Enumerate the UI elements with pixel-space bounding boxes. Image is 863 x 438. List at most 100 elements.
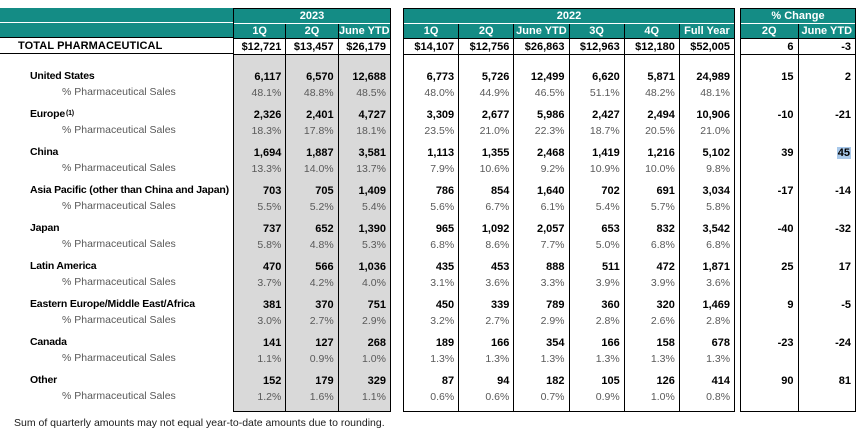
table-row: 90 81 [741,373,855,389]
pct-of-sales-cell: 10.9% [568,161,624,176]
sales-value-cell: 189 [435,337,455,349]
table-row: 1.1% 0.9% 1.0% [234,351,390,366]
table-row: 13.3% 14.0% 13.7% [234,161,390,176]
empty-cell [285,138,337,145]
empty-cell [234,328,285,335]
sales-value-cell: 5,102 [678,145,734,161]
total-value-cell: $14,107 [414,40,455,53]
sales-value-cell: 1,092 [458,221,513,237]
empty-cell [797,351,856,366]
empty-cell [741,313,798,328]
empty-cell [285,214,337,221]
empty-cell [0,213,233,220]
table-row: 1Q 2Q June YTD 3Q 4Q Full Year [404,24,734,39]
table-row: 435 453 888 511 472 1,871 [404,259,734,275]
empty-cell [741,161,798,176]
sales-value-cell: -23 [777,337,794,349]
pct-row-label: % Pharmaceutical Sales [62,237,176,250]
table-row [741,313,855,328]
empty-cell [797,214,856,221]
total-value-cell: $52,005 [678,39,734,54]
sales-value-cell: 1,694 [253,147,282,159]
empty-cell [234,55,285,69]
pct-of-sales-cell: 48.2% [623,85,679,100]
table-row: % Pharmaceutical Sales [0,388,233,403]
empty-cell [797,55,856,69]
region-label: Other [30,374,58,386]
total-value-cell: 6 [787,40,794,53]
pct-of-sales-cell: 7.7% [513,237,568,252]
empty-cell [513,328,568,335]
empty-cell [741,404,798,411]
table-row: 5.6% 6.7% 6.1% 5.4% 5.7% 5.8% [404,199,734,214]
sales-value-cell: -40 [777,223,794,235]
sales-value-cell: 370 [285,297,337,313]
empty-cell [741,85,798,100]
table-row: 7.9% 10.6% 9.2% 10.9% 10.0% 9.8% [404,161,734,176]
pct-of-sales-cell: 2.8% [568,313,624,328]
sales-value-cell: 17 [797,259,856,275]
empty-cell [458,100,513,107]
sales-value-cell: 702 [568,183,624,199]
empty-cell [337,176,390,183]
pct-of-sales-cell: 2.9% [337,313,390,328]
table-row [234,55,390,69]
quarter-header-cell: June YTD [337,24,390,38]
sales-value-cell: 320 [623,297,679,313]
table-row: 141 127 268 [234,335,390,351]
sales-value-cell: 888 [513,259,568,275]
empty-cell [623,290,679,297]
pct-of-sales-cell: 6.8% [678,237,734,252]
empty-cell [797,237,856,252]
sales-value-cell: 705 [285,183,337,199]
empty-cell [797,404,856,411]
table-row [234,100,390,107]
table-row [741,404,855,411]
sales-value-cell: 1,216 [623,145,679,161]
pct-of-sales-cell: 7.9% [430,162,455,175]
sales-value-cell: 566 [285,259,337,275]
table-row [0,175,233,182]
sales-value-cell: 2,468 [513,145,568,161]
empty-cell [285,176,337,183]
empty-cell [234,138,285,145]
footnote: Sum of quarterly amounts may not equal y… [14,417,385,429]
table-row: 470 566 1,036 [234,259,390,275]
table-row [404,328,734,335]
table-row: 15 2 [741,69,855,85]
empty-cell [741,138,798,145]
sales-value-cell: 3,542 [678,221,734,237]
table-row: 1,113 1,355 2,468 1,419 1,216 5,102 [404,145,734,161]
table-row: % Change [741,9,855,24]
table-row [234,214,390,221]
total-value-cell: $26,179 [337,39,390,54]
pct-of-sales-cell: 46.5% [513,85,568,100]
empty-cell [513,290,568,297]
table-row: 2,326 2,401 4,727 [234,107,390,123]
sales-value-cell: 25 [781,261,794,273]
pct-of-sales-cell: 8.6% [458,237,513,252]
table-row: -40 -32 [741,221,855,237]
table-row: 23.5% 21.0% 22.3% 18.7% 20.5% 21.0% [404,123,734,138]
sales-value-cell: 5,871 [623,69,679,85]
empty-cell [458,176,513,183]
quarter-header-cell: 2Q [285,24,337,38]
total-value-cell: $12,180 [623,39,679,54]
table-row: 0.6% 0.6% 0.7% 0.9% 1.0% 0.8% [404,389,734,404]
table-row [404,252,734,259]
quarter-header-cell: June YTD [797,24,856,38]
empty-cell [0,23,233,37]
sales-value-cell: 90 [781,375,794,387]
sales-value-cell: 105 [568,373,624,389]
table-row: 1.3% 1.3% 1.3% 1.3% 1.3% 1.3% [404,351,734,366]
pct-of-sales-cell: 1.3% [430,352,455,365]
table-row: 5.8% 4.8% 5.3% [234,237,390,252]
empty-cell [458,214,513,221]
pct-of-sales-cell: 13.7% [337,161,390,176]
table-row [0,365,233,372]
pct-of-sales-cell: 2.7% [458,313,513,328]
table-row: -17 -14 [741,183,855,199]
footnote-marker: (1) [65,109,74,117]
pct-of-sales-cell: 5.0% [568,237,624,252]
table-row [741,55,855,69]
